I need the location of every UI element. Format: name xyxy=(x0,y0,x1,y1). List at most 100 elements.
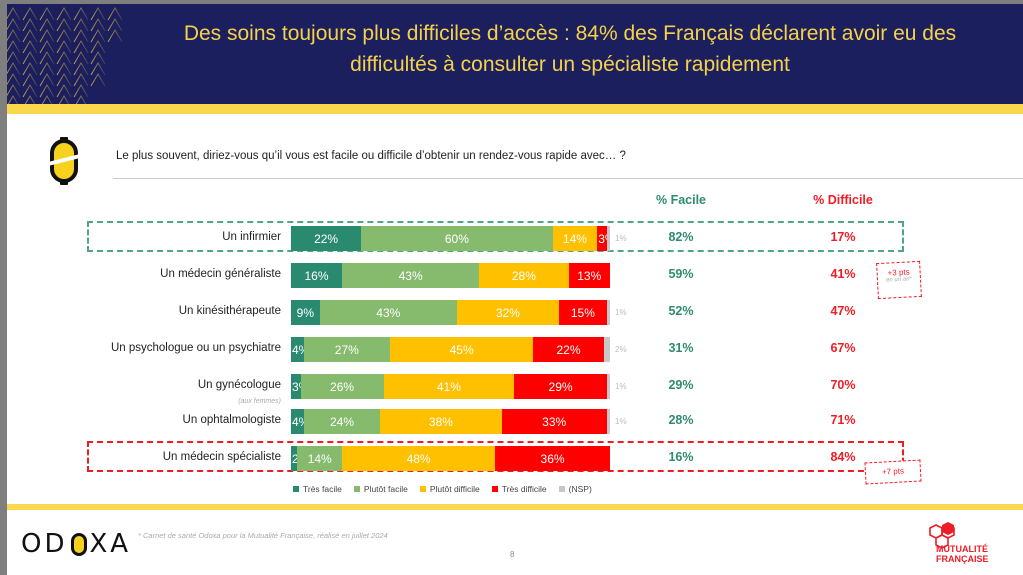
data-label: 9% xyxy=(296,305,315,320)
pct-facile-value: 59% xyxy=(668,267,694,281)
data-label: 14% xyxy=(307,451,332,466)
data-label: 41% xyxy=(436,379,461,394)
data-label: 14% xyxy=(562,231,587,246)
pct-difficile-value: 47% xyxy=(830,304,856,318)
bar-segment-nsp xyxy=(606,226,610,251)
bar-segment-très-facile: 22% xyxy=(291,226,362,251)
data-label: 33% xyxy=(542,414,567,429)
row-label: Un ophtalmologiste xyxy=(182,414,281,426)
pct-facile-value: 29% xyxy=(668,378,694,392)
bar-segment-plutôt-difficile: 28% xyxy=(479,263,569,288)
bar-segment-nsp xyxy=(606,374,610,399)
row-label: Un psychologue ou un psychiatre xyxy=(110,342,281,354)
change-annotation: +7 pts xyxy=(864,459,922,485)
bar-segment-plutôt-difficile: 38% xyxy=(380,409,502,434)
legend-swatch xyxy=(558,486,565,492)
row-label: Un kinésithérapeute xyxy=(178,305,281,317)
page-title: Des soins toujours plus difficiles d’acc… xyxy=(127,18,1013,80)
question-text: Le plus souvent, diriez-vous qu’il vous … xyxy=(116,150,626,162)
odoxa-o-icon xyxy=(70,532,87,556)
bar-segment-plutôt-difficile: 14% xyxy=(552,226,598,251)
bar-segment-très-difficile: 33% xyxy=(501,409,607,434)
pct-difficile-value: 70% xyxy=(830,378,856,392)
header-banner: Des soins toujours plus difficiles d’acc… xyxy=(7,4,1023,104)
data-label: 43% xyxy=(398,268,423,283)
partner-line-2: FRANÇAISE xyxy=(936,554,989,564)
legend-item: Plutôt difficile xyxy=(419,484,480,494)
partner-name: MUTUALITÉ FRANÇAISE xyxy=(936,544,989,564)
bar-segment-plutôt-difficile: 48% xyxy=(342,446,496,471)
bar-segment-plutôt-difficile: 45% xyxy=(389,337,534,362)
row-label: Un médecin généraliste xyxy=(160,268,281,280)
chart-legend: Très facile Plutôt facile Plutôt difficile… xyxy=(293,484,592,494)
bar-segment-plutôt-facile: 14% xyxy=(297,446,343,471)
data-label: 24% xyxy=(330,414,355,429)
pct-difficile-value: 71% xyxy=(830,413,856,427)
legend-label: Très facile xyxy=(303,484,342,494)
bar-segment-très-facile: 9% xyxy=(291,300,320,325)
bar-segment-très-facile: 4% xyxy=(291,409,309,434)
bar-segment-très-difficile: 13% xyxy=(568,263,610,288)
data-label: 60% xyxy=(444,231,469,246)
pct-facile-value: 82% xyxy=(668,230,694,244)
legend-item: Très facile xyxy=(293,484,342,494)
bar-segment-nsp xyxy=(606,300,610,325)
data-label: 36% xyxy=(540,451,565,466)
data-label: 15% xyxy=(570,305,595,320)
bar-segment-très-difficile: 22% xyxy=(533,337,604,362)
data-label: 29% xyxy=(548,379,573,394)
bar-segment-plutôt-facile: 24% xyxy=(303,409,381,434)
pct-facile-value: 52% xyxy=(668,304,694,318)
bar-segment-nsp xyxy=(603,337,610,362)
row-label: Un gynécologue xyxy=(197,379,281,391)
annotation-text: +7 pts xyxy=(881,466,905,477)
data-label: 48% xyxy=(406,451,431,466)
data-label: 22% xyxy=(556,342,581,357)
title-line-2: difficultés à consulter un spécialiste r… xyxy=(350,53,790,76)
chevron-pattern-icon xyxy=(7,7,123,104)
legend-swatch xyxy=(491,486,498,492)
pct-difficile-value: 41% xyxy=(830,267,856,281)
bar-segment-très-facile: 16% xyxy=(291,263,343,288)
bar-segment-très-facile: 3% xyxy=(291,374,309,399)
question-divider xyxy=(113,178,1023,179)
nsp-label: 1% xyxy=(615,234,627,243)
legend-swatch xyxy=(353,486,360,492)
legend-label: (NSP) xyxy=(568,484,592,494)
column-header-difficile: % Difficile xyxy=(813,193,873,207)
bar-segment-très-difficile: 15% xyxy=(558,300,607,325)
nsp-label: 1% xyxy=(615,382,627,391)
nsp-label: 1% xyxy=(615,417,627,426)
bar-segment-plutôt-facile: 43% xyxy=(342,263,480,288)
page-number: 8 xyxy=(510,550,515,559)
bar-segment-plutôt-facile: 60% xyxy=(361,226,553,251)
legend-label: Plutôt difficile xyxy=(429,484,480,494)
footnote: * Carnet de santé Odoxa pour la Mutualit… xyxy=(138,531,388,540)
odoxa-logo: OD XA xyxy=(21,529,132,559)
annotation-subtext: en un an* xyxy=(886,276,912,284)
pct-facile-value: 28% xyxy=(668,413,694,427)
bar-segment-plutôt-facile: 27% xyxy=(303,337,390,362)
change-annotation: +3 pts en un an* xyxy=(876,260,922,300)
legend-swatch xyxy=(419,486,426,492)
column-header-facile: % Facile xyxy=(655,193,707,207)
data-label: 43% xyxy=(376,305,401,320)
data-label: 13% xyxy=(577,268,602,283)
footer-band xyxy=(7,504,1023,510)
bar-segment-plutôt-difficile: 32% xyxy=(456,300,559,325)
pct-difficile-value: 84% xyxy=(830,450,856,464)
bar-segment-très-difficile: 36% xyxy=(495,446,610,471)
partner-line-1: MUTUALITÉ xyxy=(936,544,988,554)
pct-difficile-value: 67% xyxy=(830,341,856,355)
data-label: 38% xyxy=(428,414,453,429)
pct-facile-value: 16% xyxy=(668,450,694,464)
legend-label: Très difficile xyxy=(501,484,547,494)
data-label: 32% xyxy=(495,305,520,320)
highlight-box-infirmier xyxy=(87,221,904,252)
title-line-1: Des soins toujours plus difficiles d’acc… xyxy=(183,22,957,45)
data-label: 28% xyxy=(511,268,536,283)
bar-segment-plutôt-difficile: 41% xyxy=(383,374,515,399)
bar-segment-très-difficile: 29% xyxy=(514,374,607,399)
legend-item: Plutôt facile xyxy=(353,484,408,494)
bar-segment-nsp xyxy=(606,409,610,434)
